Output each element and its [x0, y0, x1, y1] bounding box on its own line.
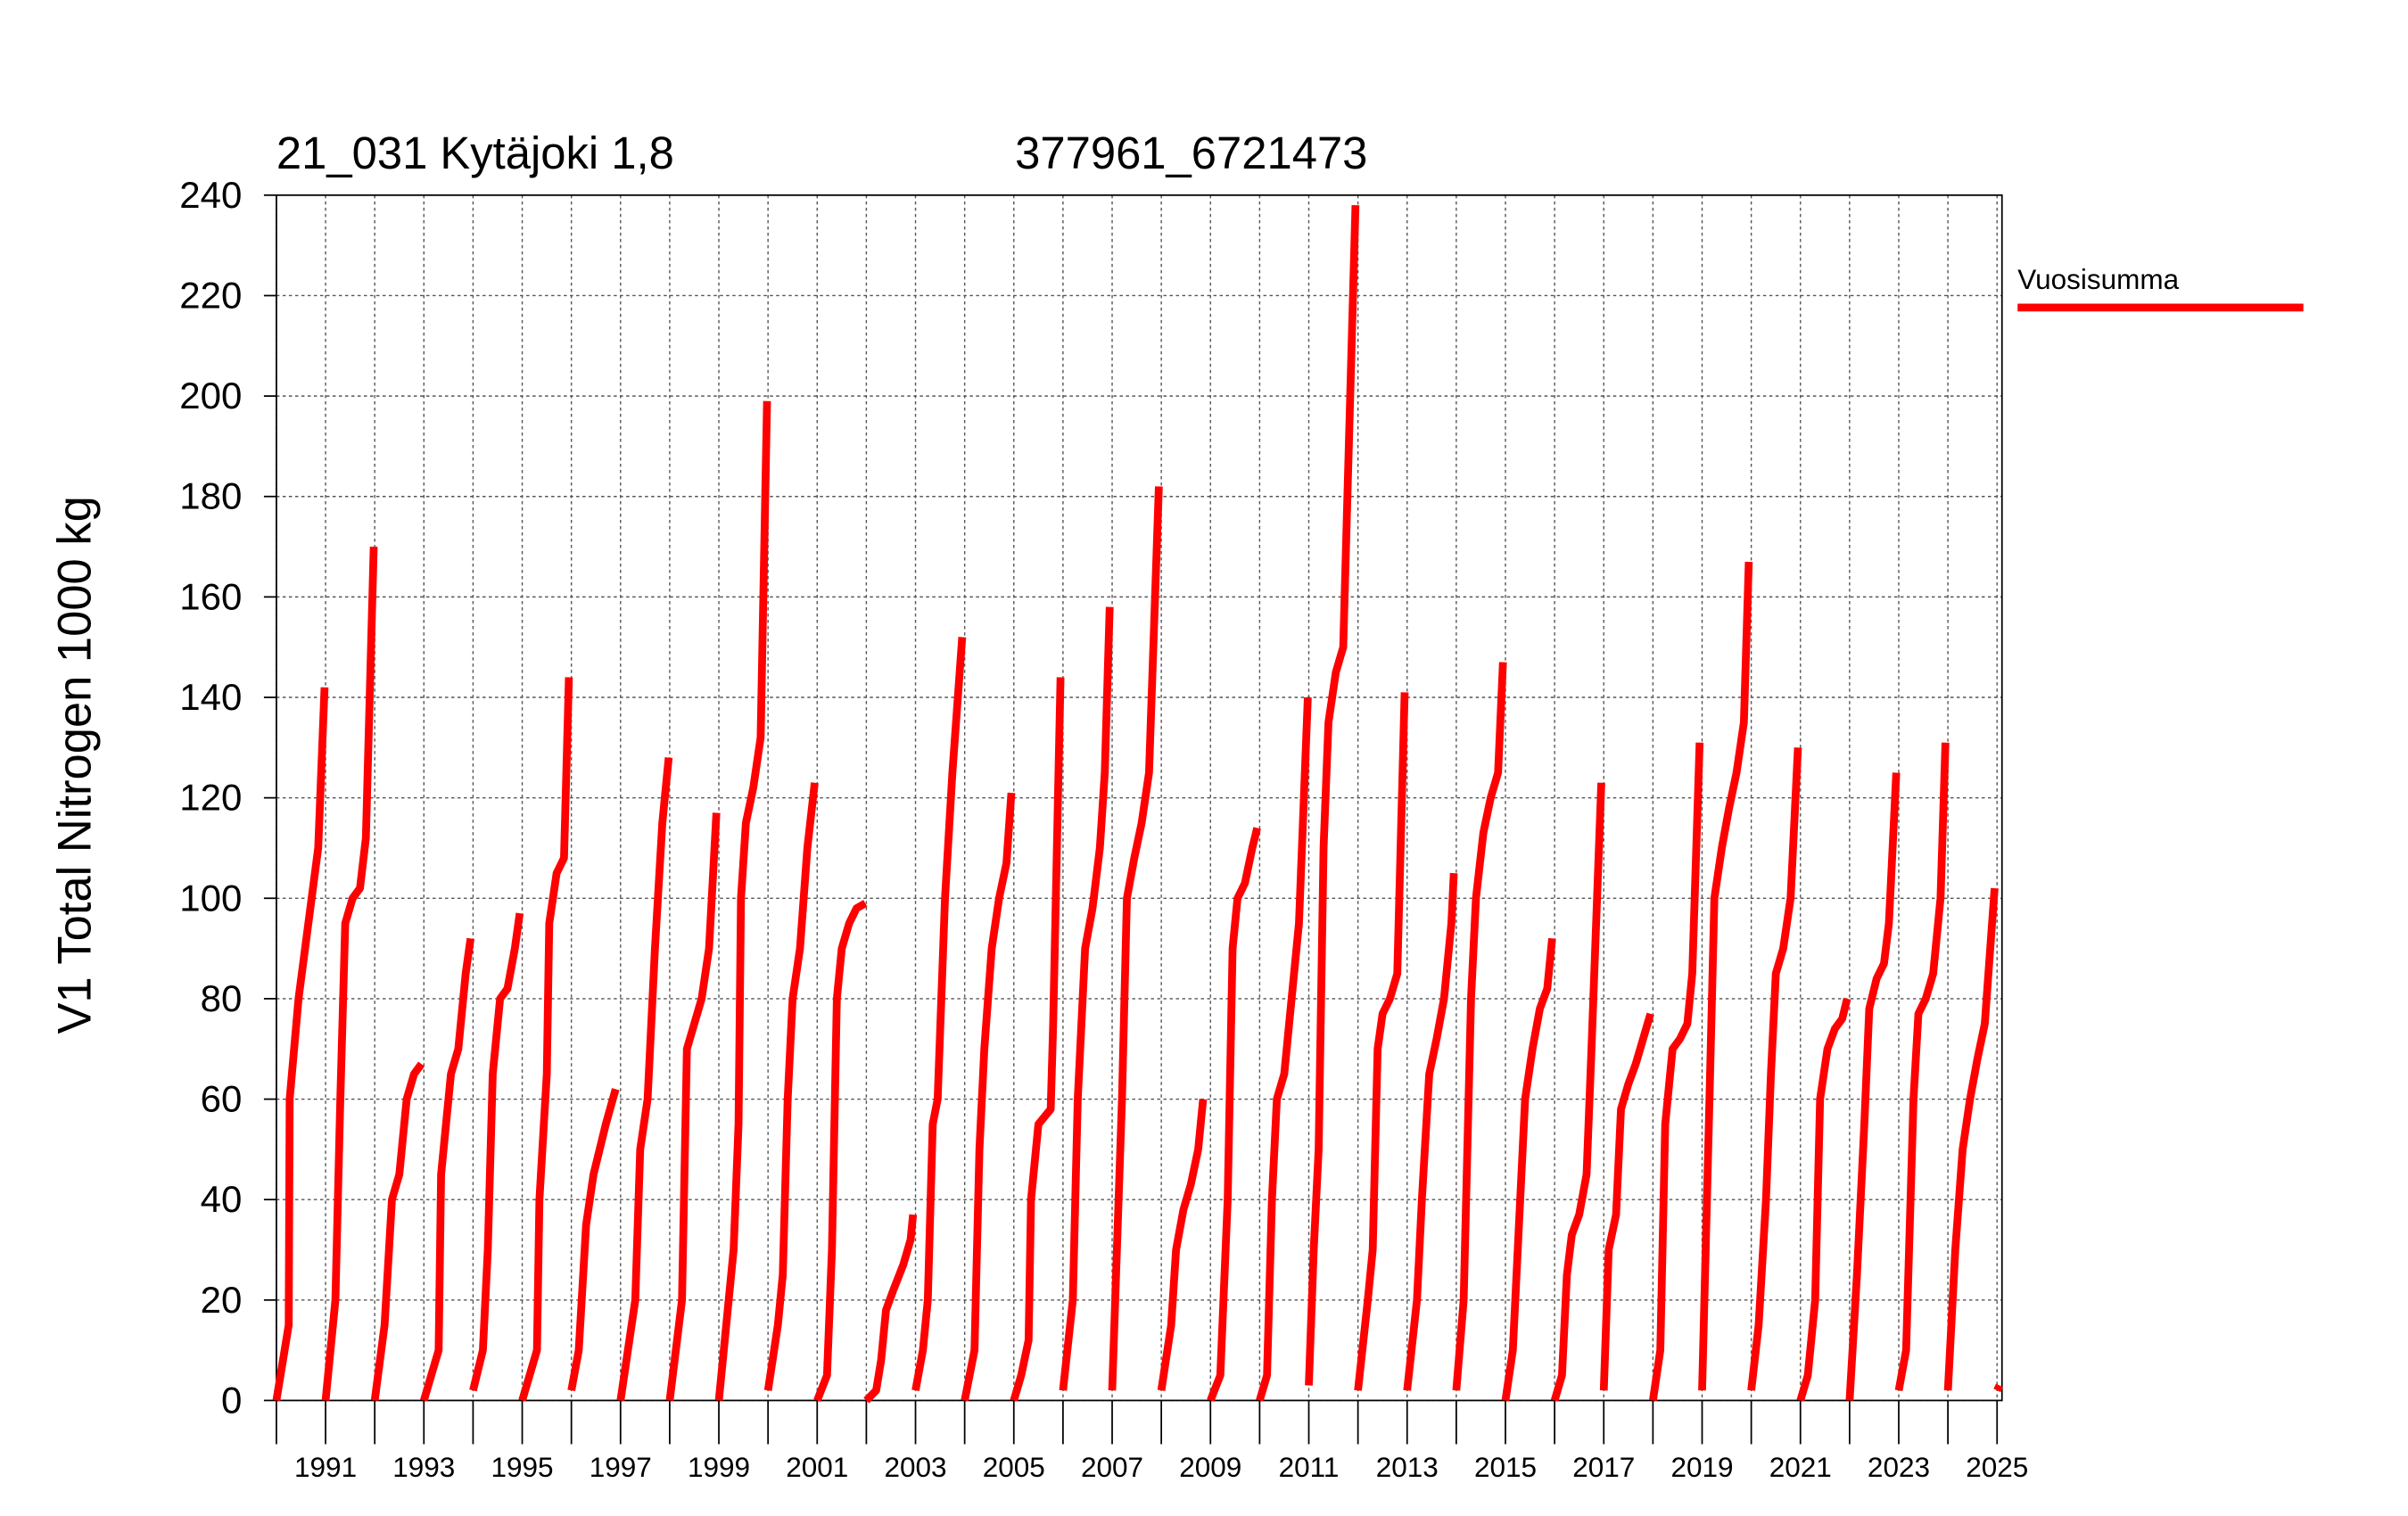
x-tick-label: 1995 [491, 1451, 553, 1483]
y-tick-label: 220 [179, 274, 242, 316]
y-tick-label: 200 [179, 375, 242, 416]
x-tick-label: 2003 [884, 1451, 946, 1483]
x-tick-label: 2011 [1279, 1451, 1340, 1483]
y-axis-label: V1 Total Nitrogen 1000 kg [49, 496, 102, 1034]
x-tick-label: 2013 [1376, 1451, 1439, 1483]
y-tick-label: 100 [179, 877, 242, 919]
y-tick-label: 80 [201, 977, 243, 1019]
x-tick-label: 2005 [983, 1451, 1045, 1483]
data-line [272, 204, 2003, 1404]
x-tick-label: 1991 [294, 1451, 357, 1483]
y-tick-label: 120 [179, 777, 242, 819]
x-tick-label: 2019 [1670, 1451, 1733, 1483]
x-tick-label: 2025 [1966, 1451, 2028, 1483]
chart-title: 21_031 Kytäjoki 1,8 [276, 128, 674, 178]
y-tick-label: 180 [179, 475, 242, 517]
x-tick-label: 2017 [1572, 1451, 1635, 1483]
x-tick-label: 2021 [1769, 1451, 1832, 1483]
y-tick-label: 140 [179, 676, 242, 718]
legend-label: Vuosisumma [2017, 263, 2179, 295]
x-tick-label: 1993 [392, 1451, 455, 1483]
y-tick-label: 160 [179, 575, 242, 617]
legend: Vuosisumma [2017, 263, 2304, 312]
x-tick-label: 1999 [688, 1451, 750, 1483]
x-tick-label: 1997 [590, 1451, 652, 1483]
y-tick-label: 20 [201, 1279, 243, 1321]
x-tick-label: 2007 [1081, 1451, 1143, 1483]
plot-frame [276, 194, 2003, 1402]
y-tick-label: 60 [201, 1078, 243, 1120]
x-tick-label: 2023 [1868, 1451, 1930, 1483]
y-tick-label: 240 [179, 174, 242, 216]
y-tick-label: 40 [201, 1178, 243, 1220]
x-tick-label: 2009 [1179, 1451, 1241, 1483]
x-tick-label: 2001 [786, 1451, 848, 1483]
chart-subtitle: 377961_6721473 [1015, 128, 1367, 178]
x-tick-label: 2015 [1474, 1451, 1537, 1483]
y-tick-label: 0 [221, 1379, 242, 1421]
